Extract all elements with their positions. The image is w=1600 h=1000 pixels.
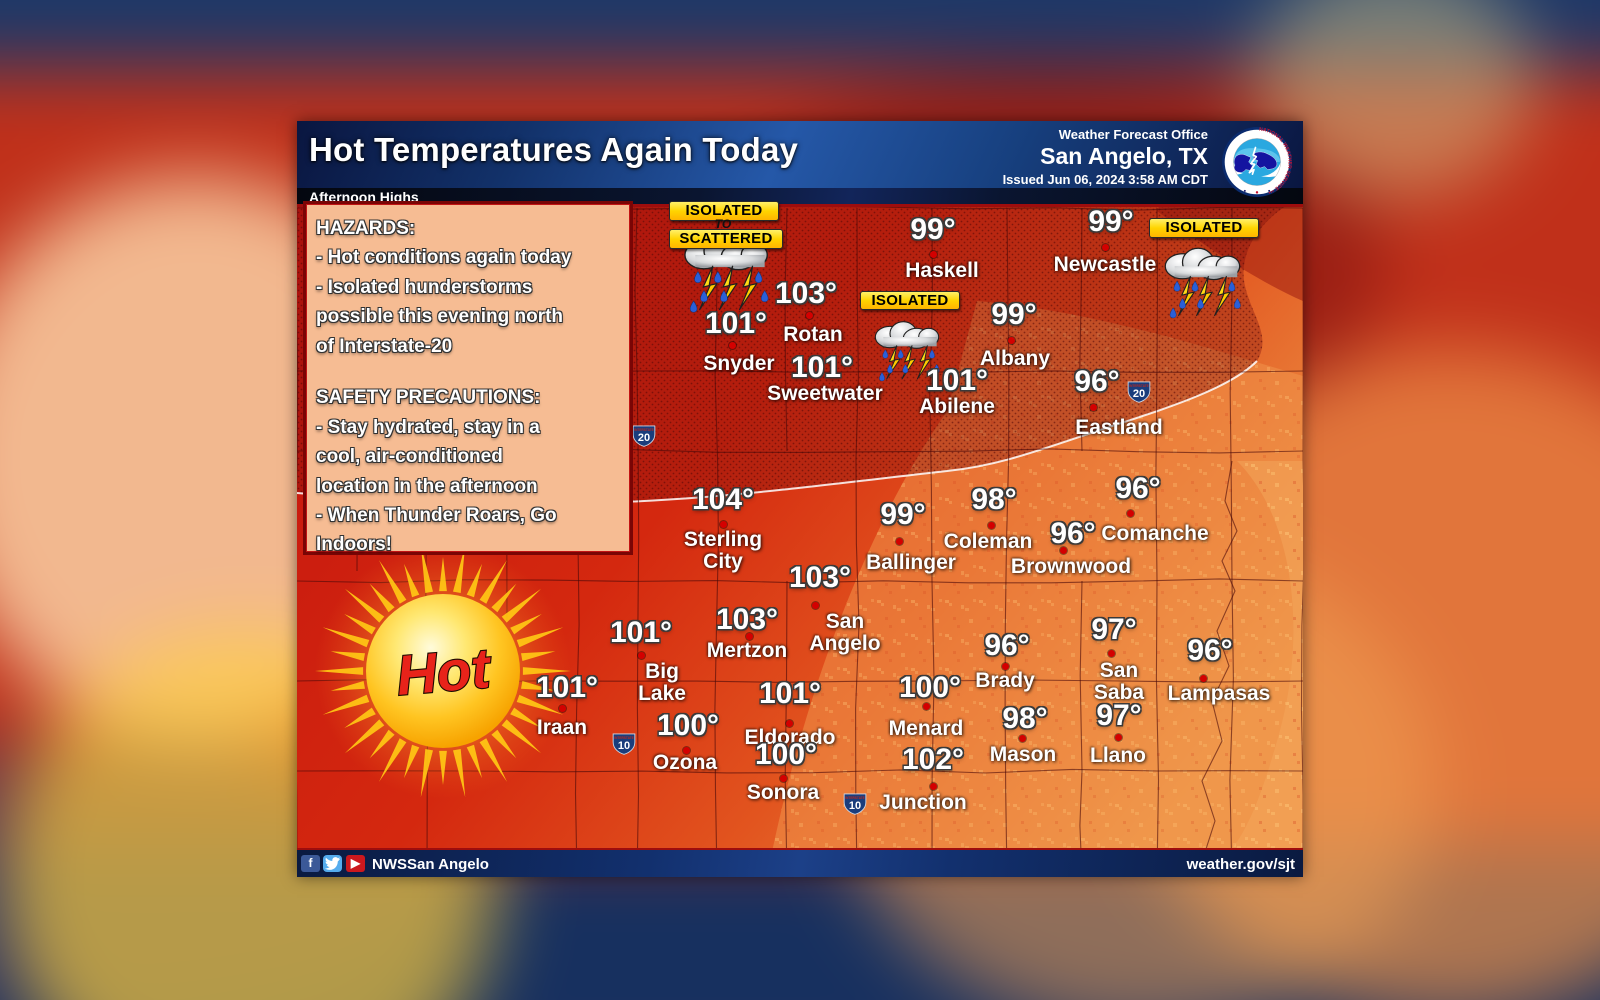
svg-text:Hot: Hot [394,636,495,707]
